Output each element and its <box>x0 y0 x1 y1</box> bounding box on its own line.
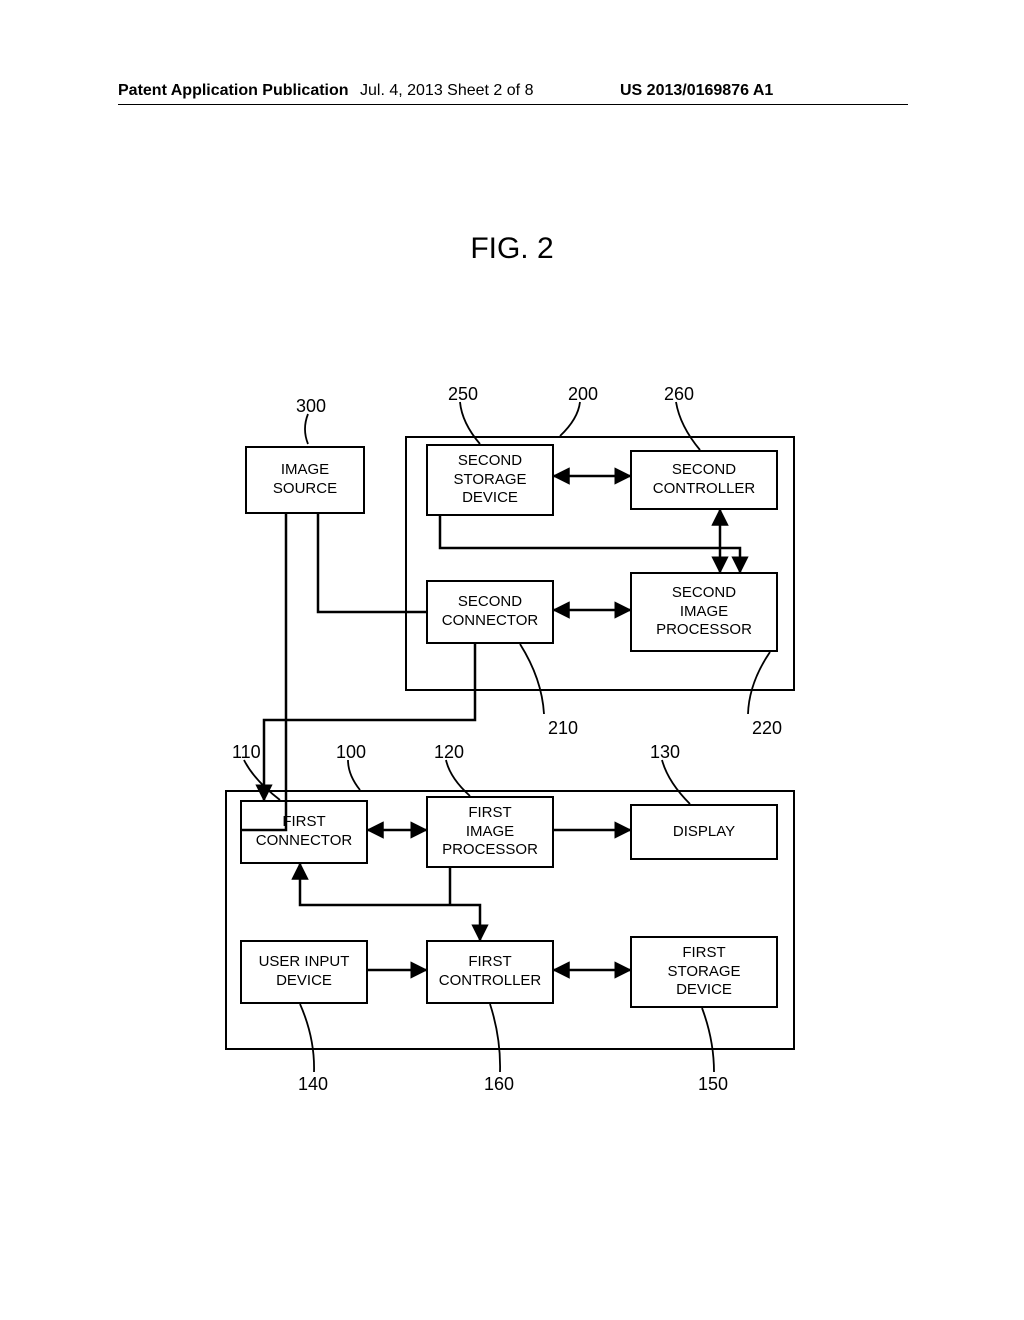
diagram-svg <box>0 0 1024 1320</box>
page: Patent Application Publication Jul. 4, 2… <box>0 0 1024 1320</box>
